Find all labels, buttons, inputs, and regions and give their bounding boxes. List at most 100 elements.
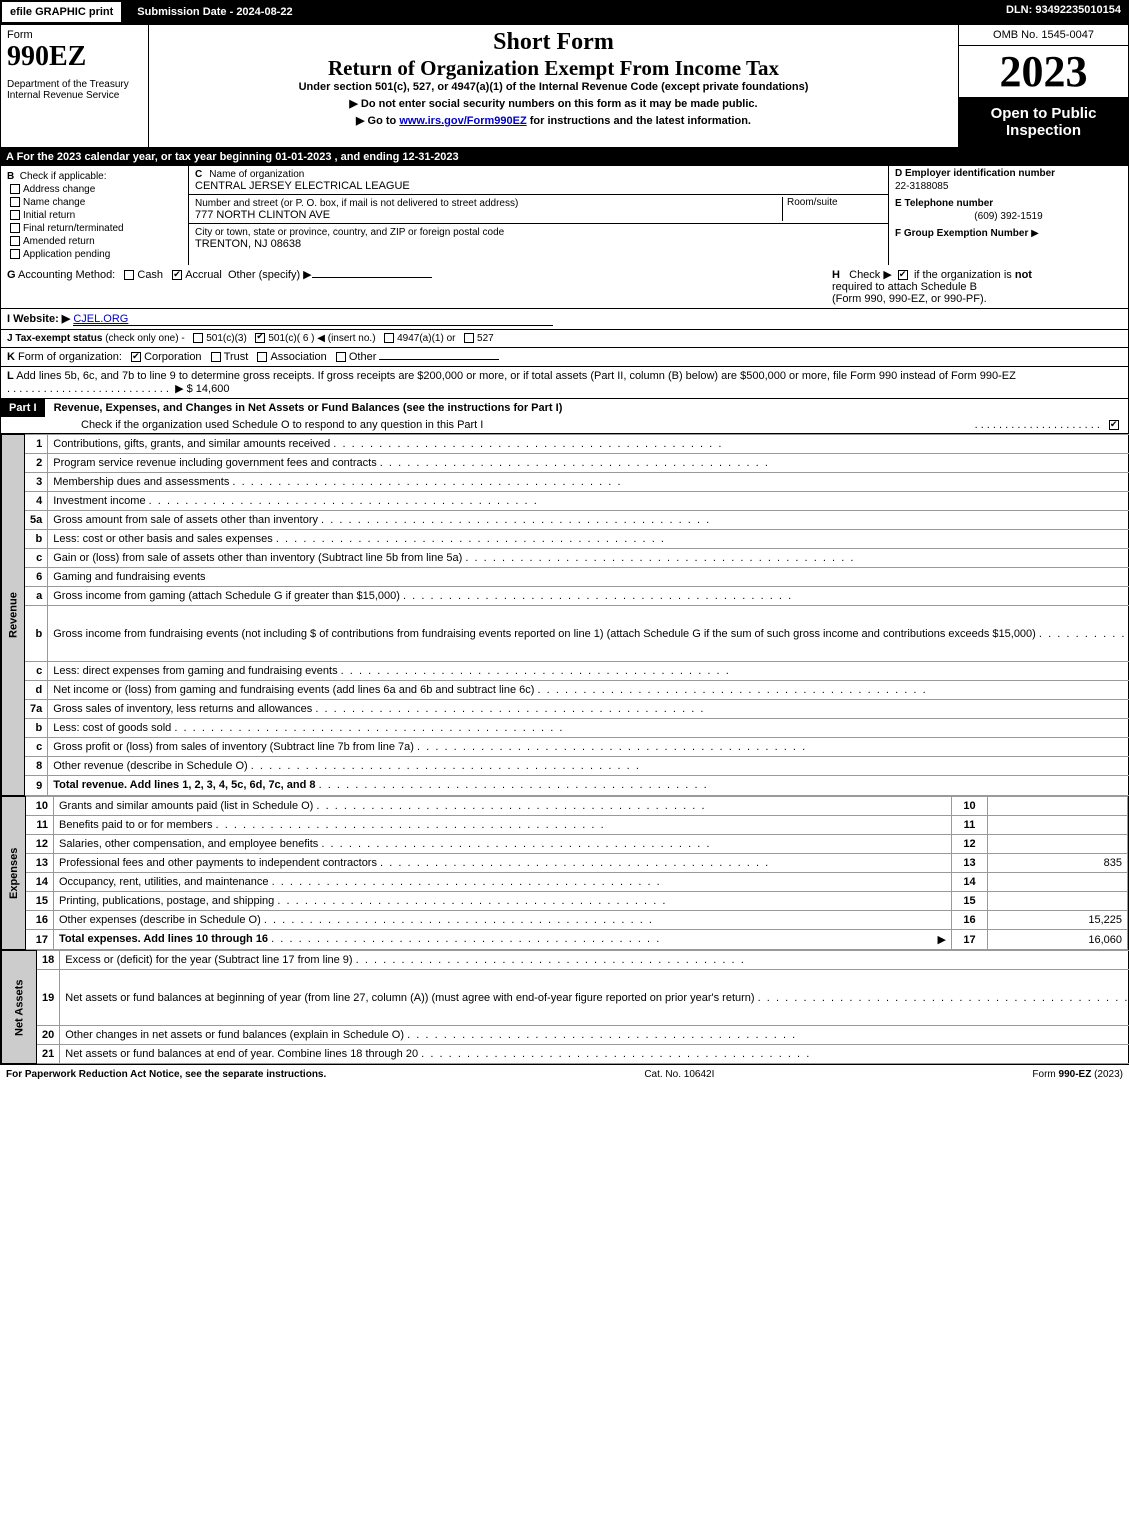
k-label: K: [7, 351, 15, 363]
line-number: c: [25, 662, 48, 681]
opt-name-change: Name change: [23, 197, 85, 208]
netassets-table: Net Assets18Excess or (deficit) for the …: [1, 950, 1129, 1064]
section-c-name: C Name of organization CENTRAL JERSEY EL…: [189, 166, 888, 195]
checkbox-amended-return[interactable]: [10, 236, 20, 246]
page-footer: For Paperwork Reduction Act Notice, see …: [0, 1064, 1129, 1084]
section-h: H Check ▶ if the organization is not req…: [832, 268, 1122, 305]
table-row: 7aGross sales of inventory, less returns…: [2, 700, 1129, 719]
part1-table: Revenue1Contributions, gifts, grants, an…: [0, 434, 1129, 1064]
checkbox-scho[interactable]: [1109, 420, 1119, 430]
short-form-title: Short Form: [159, 29, 948, 56]
line-number: c: [25, 549, 48, 568]
part1-label: Part I: [1, 399, 45, 417]
table-row: Net Assets18Excess or (deficit) for the …: [2, 951, 1129, 970]
line-desc: Less: cost or other basis and sales expe…: [48, 530, 1129, 549]
line-desc: Less: cost of goods sold . . . . . . . .…: [48, 719, 1129, 738]
checkbox-cash[interactable]: [124, 270, 134, 280]
line-desc: Gross income from gaming (attach Schedul…: [48, 587, 1129, 606]
checkbox-address-change[interactable]: [10, 184, 20, 194]
checkbox-501c[interactable]: [255, 333, 265, 343]
line-desc: Total revenue. Add lines 1, 2, 3, 4, 5c,…: [48, 776, 1129, 796]
line-desc: Other revenue (describe in Schedule O) .…: [48, 757, 1129, 776]
line-number: 18: [37, 951, 60, 970]
g-other-input[interactable]: [312, 277, 432, 278]
line-number: b: [25, 719, 48, 738]
side-label-netassets: Net Assets: [2, 951, 37, 1064]
checkbox-initial-return[interactable]: [10, 210, 20, 220]
opt-final-return: Final return/terminated: [23, 223, 124, 234]
submission-date: Submission Date - 2024-08-22: [123, 0, 306, 24]
form-header: Form 990EZ Department of the Treasury In…: [0, 24, 1129, 148]
website-link[interactable]: CJEL.ORG: [73, 313, 553, 326]
k-other-input[interactable]: [379, 359, 499, 360]
checkbox-name-change[interactable]: [10, 197, 20, 207]
line-number: 11: [26, 816, 54, 835]
table-row: 3Membership dues and assessments . . . .…: [2, 473, 1129, 492]
instr-no-ssn: ▶ Do not enter social security numbers o…: [159, 97, 948, 110]
checkbox-application-pending[interactable]: [10, 249, 20, 259]
checkbox-h[interactable]: [898, 270, 908, 280]
checkbox-501c3[interactable]: [193, 333, 203, 343]
instr2-prefix: ▶ Go to: [356, 115, 399, 127]
room-suite-label: Room/suite: [782, 197, 882, 221]
line-number: a: [25, 587, 48, 606]
checkbox-527[interactable]: [464, 333, 474, 343]
line-num-col: 10: [952, 797, 988, 816]
k-corp: Corporation: [144, 351, 201, 363]
footer-right: Form 990-EZ (2023): [1032, 1069, 1123, 1080]
checkbox-final-return[interactable]: [10, 223, 20, 233]
open-to-public: Open to Public Inspection: [959, 97, 1128, 147]
revenue-table: Revenue1Contributions, gifts, grants, an…: [1, 434, 1129, 796]
table-row: 21Net assets or fund balances at end of …: [2, 1045, 1129, 1064]
j-4947: 4947(a)(1) or: [397, 333, 455, 344]
line-num-col: 16: [952, 911, 988, 930]
j-501c3: 501(c)(3): [206, 333, 247, 344]
footer-right-form: 990-EZ: [1059, 1069, 1092, 1080]
irs-link[interactable]: www.irs.gov/Form990EZ: [399, 115, 526, 127]
footer-center: Cat. No. 10642I: [644, 1069, 714, 1080]
line-num-col: 12: [952, 835, 988, 854]
line-desc: Occupancy, rent, utilities, and maintena…: [54, 873, 952, 892]
line-desc: Other expenses (describe in Schedule O) …: [54, 911, 952, 930]
checkbox-corp[interactable]: [131, 352, 141, 362]
line-desc: Benefits paid to or for members . . . . …: [54, 816, 952, 835]
section-c-street: Number and street (or P. O. box, if mail…: [189, 195, 888, 224]
checkbox-assoc[interactable]: [257, 352, 267, 362]
row-l: L Add lines 5b, 6c, and 7b to line 9 to …: [0, 367, 1129, 399]
table-row: 17Total expenses. Add lines 10 through 1…: [2, 930, 1128, 950]
part1-check-text: Check if the organization used Schedule …: [81, 419, 483, 431]
j-527: 527: [477, 333, 494, 344]
header-center: Short Form Return of Organization Exempt…: [149, 25, 958, 147]
line-desc: Printing, publications, postage, and shi…: [54, 892, 952, 911]
f-arrow-icon: ▶: [1031, 228, 1039, 239]
line-desc: Gross amount from sale of assets other t…: [48, 511, 1129, 530]
checkbox-accrual[interactable]: [172, 270, 182, 280]
footer-left: For Paperwork Reduction Act Notice, see …: [6, 1069, 326, 1080]
line-number: 12: [26, 835, 54, 854]
street-label: Number and street (or P. O. box, if mail…: [195, 198, 518, 209]
line-number: 6: [25, 568, 48, 587]
line-number: b: [25, 530, 48, 549]
line-number: 4: [25, 492, 48, 511]
line-value: 835: [988, 854, 1128, 873]
g-text: Accounting Method:: [18, 269, 115, 281]
footer-right-prefix: Form: [1032, 1069, 1058, 1080]
checkbox-other-org[interactable]: [336, 352, 346, 362]
table-row: bLess: cost of goods sold . . . . . . . …: [2, 719, 1129, 738]
header-left: Form 990EZ Department of the Treasury In…: [1, 25, 149, 147]
g-label: G: [7, 269, 16, 281]
h-text3: required to attach Schedule B: [832, 281, 977, 293]
table-row: 16Other expenses (describe in Schedule O…: [2, 911, 1128, 930]
line-value: [988, 873, 1128, 892]
line-desc: Excess or (deficit) for the year (Subtra…: [60, 951, 1129, 970]
line-desc: Total expenses. Add lines 10 through 16 …: [54, 930, 952, 950]
checkbox-4947[interactable]: [384, 333, 394, 343]
line-num-col: 14: [952, 873, 988, 892]
checkbox-trust[interactable]: [211, 352, 221, 362]
line-number: d: [25, 681, 48, 700]
city-label: City or town, state or province, country…: [195, 227, 504, 238]
line-num-col: 17: [952, 930, 988, 950]
line-value: [988, 892, 1128, 911]
table-row: Expenses10Grants and similar amounts pai…: [2, 797, 1128, 816]
h-label: H: [832, 269, 840, 281]
